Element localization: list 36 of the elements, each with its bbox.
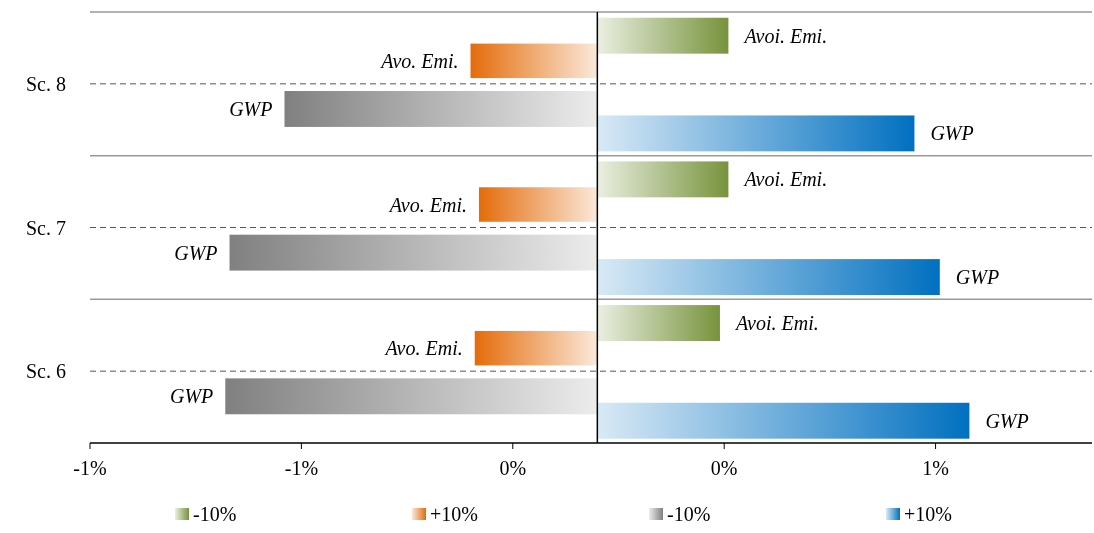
bar (474, 330, 598, 366)
bar (284, 91, 598, 127)
legend-label: +10% (904, 503, 952, 525)
legend-label: +10% (430, 503, 478, 525)
x-tick-label: -1% (284, 457, 319, 479)
legend-label: -10% (667, 503, 711, 525)
y-tick-label: Sc. 7 (26, 216, 66, 239)
bar (597, 305, 720, 341)
data-label: GWP (930, 122, 974, 145)
data-label: Avoi. Emi. (742, 24, 828, 47)
bar (597, 161, 729, 198)
legend-label: -10% (193, 503, 237, 525)
bar (597, 259, 940, 296)
data-label: GWP (169, 385, 214, 408)
data-label: GWP (174, 241, 218, 264)
bar (597, 115, 915, 152)
data-label: Avo. Emi. (379, 49, 459, 72)
x-tick-label: -1% (73, 457, 107, 479)
data-label: GWP (985, 409, 1029, 432)
x-tick-label: 0% (710, 457, 738, 479)
x-tick-label: 1% (922, 457, 949, 479)
data-label: Avo. Emi. (387, 193, 467, 216)
x-tick-label: 0% (499, 457, 527, 479)
bar (225, 378, 598, 415)
bar (229, 234, 598, 271)
data-label: GWP (955, 266, 1000, 289)
data-label: Avoi. Emi. (742, 168, 828, 191)
y-tick-label: Sc. 6 (26, 360, 66, 383)
data-label: GWP (229, 97, 273, 120)
bar (478, 187, 598, 222)
bar (597, 402, 970, 439)
data-label: Avo. Emi. (383, 337, 463, 360)
data-label: Avoi. Emi. (733, 312, 819, 335)
bar (470, 43, 598, 79)
y-tick-label: Sc. 8 (26, 72, 66, 95)
bar (597, 17, 729, 54)
